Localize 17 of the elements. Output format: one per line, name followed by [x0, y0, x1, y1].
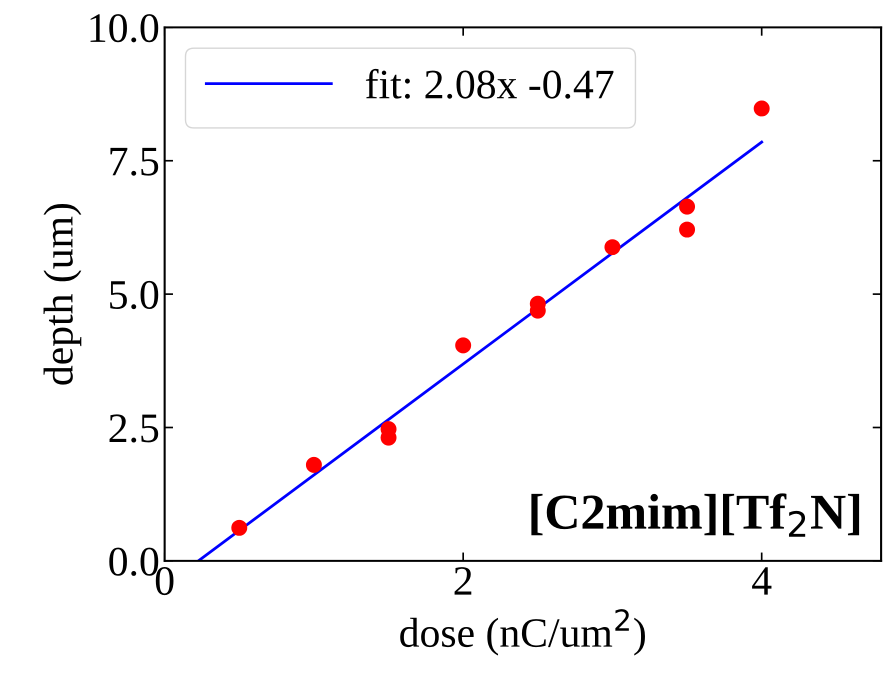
- y-tick-label: 5.0: [110, 280, 158, 310]
- y-tick-label: 2.5: [110, 414, 158, 443]
- point: [231, 520, 248, 536]
- y-tick-label: 7.5: [110, 148, 158, 176]
- x-tick-label: 2: [454, 567, 472, 595]
- point: [754, 100, 770, 116]
- x-axis-title: dose (nC/um$^{2}$): [400, 609, 645, 656]
- point: [604, 239, 620, 256]
- x-tick-label: 4: [752, 567, 772, 595]
- annotation: [C2mim][Tf$_{2}$N]: [531, 493, 860, 537]
- y-tick-label: 10.0: [90, 14, 158, 42]
- y-axis-title: depth (um): [44, 204, 82, 385]
- point: [679, 222, 696, 238]
- point: [306, 456, 322, 473]
- point: [455, 337, 472, 354]
- legend-label: fit: 2.08x -0.47: [366, 68, 614, 99]
- point: [679, 198, 696, 215]
